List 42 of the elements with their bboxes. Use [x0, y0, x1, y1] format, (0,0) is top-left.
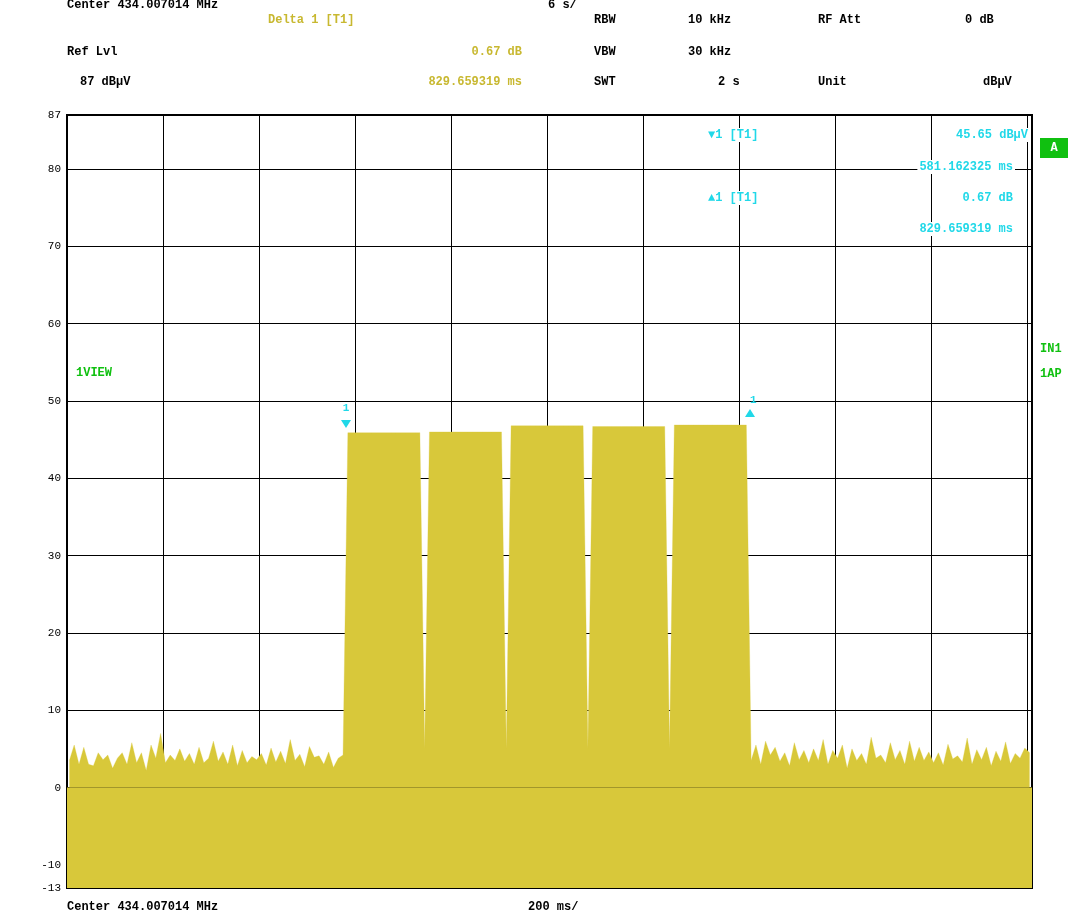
- annotation: 1VIEW: [76, 366, 113, 380]
- annotation: ▼1 [T1]: [708, 128, 759, 142]
- text: 87 dBµV: [80, 75, 132, 89]
- text: Center 434.007014 MHz: [67, 0, 219, 12]
- text: 2 s: [718, 75, 740, 89]
- y-tick-label: 20: [47, 626, 61, 639]
- y-tick-label: 50: [47, 395, 61, 408]
- y-tick-label: 70: [47, 240, 61, 253]
- y-tick-label: 30: [47, 549, 61, 562]
- text: SWT: [594, 75, 616, 89]
- text: Ref Lvl: [67, 45, 118, 59]
- text: IN1: [1040, 342, 1062, 356]
- text: Delta 1 [T1]: [268, 13, 355, 27]
- y-tick-label: -13: [41, 882, 61, 894]
- text: RBW: [594, 13, 617, 27]
- y-tick-label: 60: [47, 317, 61, 330]
- text: A: [1050, 141, 1059, 155]
- text: 829.659319 ms: [428, 75, 522, 89]
- y-tick-label: 40: [47, 472, 61, 485]
- text: 10 kHz: [688, 13, 732, 27]
- text: 6 s/: [548, 0, 577, 12]
- text: 1AP: [1040, 367, 1062, 381]
- y-tick-label: 80: [47, 163, 61, 176]
- annotation: ▲1 [T1]: [708, 191, 759, 205]
- text: 0.67 dB: [471, 45, 522, 59]
- annotation: 581.162325 ms: [919, 160, 1013, 174]
- y-tick-label: 0: [54, 781, 61, 794]
- annotation: 829.659319 ms: [919, 222, 1013, 236]
- annotation: 1: [342, 402, 350, 414]
- text: 30 kHz: [688, 45, 732, 59]
- text: Unit: [818, 75, 847, 89]
- text: dBµV: [983, 75, 1013, 89]
- y-tick-label: 87: [47, 109, 61, 121]
- y-tick-label: 10: [47, 704, 61, 717]
- text: Center 434.007014 MHz: [67, 900, 219, 914]
- text: 0 dB: [965, 13, 994, 27]
- annotation: 45.65 dBµV: [955, 128, 1029, 142]
- y-tick-label: -10: [41, 858, 61, 871]
- annotation: 0.67 dB: [962, 191, 1013, 205]
- text: VBW: [594, 45, 617, 59]
- text: RF Att: [818, 13, 862, 27]
- text: 200 ms/: [528, 900, 579, 914]
